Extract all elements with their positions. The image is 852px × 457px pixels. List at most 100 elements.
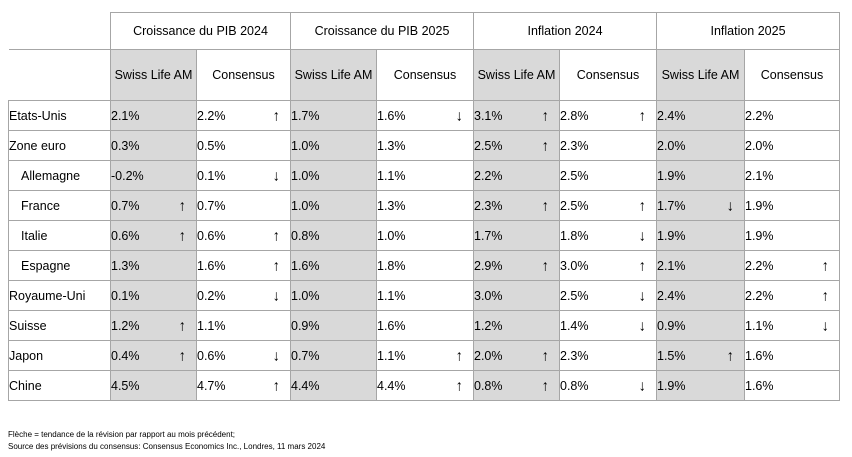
cell-value: 1.3% xyxy=(377,198,406,213)
consensus-value-cell: 1.0% xyxy=(376,220,474,251)
consensus-value-cell: 1.1% xyxy=(196,310,291,341)
cell-value: 2.3% xyxy=(560,348,589,363)
cell-value: 0.8% xyxy=(474,378,503,393)
cell-value: 2.1% xyxy=(111,108,140,123)
cell-value: 2.3% xyxy=(560,138,589,153)
consensus-value-cell: 4.7% ↑ xyxy=(196,370,291,401)
arrow-up-icon: ↑ xyxy=(178,347,187,364)
swisslife-value-cell: -0.2% xyxy=(110,160,197,191)
cell-value: 0.4% xyxy=(111,348,140,363)
cell-value: 1.0% xyxy=(291,288,320,303)
table-row: Japon 0.4% ↑ 0.6% ↓ 0.7% 1.1% ↑ 2.0% ↑ 2.3% 1.5% ↑ 1.… xyxy=(8,340,840,371)
arrow-down-icon: ↓ xyxy=(272,287,281,304)
cell-value: 1.2% xyxy=(111,318,140,333)
swisslife-value-cell: 2.2% xyxy=(473,160,560,191)
arrow-down-icon: ↓ xyxy=(638,287,647,304)
swisslife-value-cell: 0.6% ↑ xyxy=(110,220,197,251)
cell-value: 0.7% xyxy=(197,198,226,213)
swisslife-value-cell: 1.3% xyxy=(110,250,197,281)
consensus-value-cell: 1.6% ↑ xyxy=(196,250,291,281)
cell-value: 1.2% xyxy=(474,318,503,333)
arrow-up-icon: ↑ xyxy=(272,107,281,124)
arrow-down-icon: ↓ xyxy=(821,317,830,334)
consensus-value-cell: 0.6% ↑ xyxy=(196,220,291,251)
consensus-value-cell: 2.2% ↑ xyxy=(744,250,840,281)
cell-value: 4.4% xyxy=(377,378,406,393)
arrow-up-icon: ↑ xyxy=(541,107,550,124)
cell-value: 1.6% xyxy=(197,258,226,273)
country-label: Espagne xyxy=(8,250,111,281)
consensus-value-cell: 2.8% ↑ xyxy=(559,100,657,131)
header-gdp-2024: Croissance du PIB 2024 xyxy=(110,12,291,50)
swisslife-value-cell: 0.1% xyxy=(110,280,197,311)
consensus-value-cell: 2.5% ↓ xyxy=(559,280,657,311)
cell-value: 1.7% xyxy=(474,228,503,243)
cell-value: 1.6% xyxy=(291,258,320,273)
cell-value: 1.1% xyxy=(377,288,406,303)
consensus-value-cell: 0.1% ↓ xyxy=(196,160,291,191)
swisslife-value-cell: 1.9% xyxy=(656,370,745,401)
cell-value: 3.0% xyxy=(474,288,503,303)
cell-value: 0.7% xyxy=(291,348,320,363)
cell-value: 1.9% xyxy=(657,168,686,183)
cell-value: 4.7% xyxy=(197,378,226,393)
consensus-value-cell: 0.8% ↓ xyxy=(559,370,657,401)
swisslife-value-cell: 1.0% xyxy=(290,280,377,311)
arrow-up-icon: ↑ xyxy=(178,317,187,334)
cell-value: 2.0% xyxy=(474,348,503,363)
swisslife-value-cell: 0.3% xyxy=(110,130,197,161)
consensus-value-cell: 1.3% xyxy=(376,130,474,161)
cell-value: 2.2% xyxy=(474,168,503,183)
arrow-up-icon: ↑ xyxy=(541,257,550,274)
cell-value: 0.1% xyxy=(197,168,226,183)
arrow-up-icon: ↑ xyxy=(178,197,187,214)
table-row: Chine 4.5% 4.7% ↑ 4.4% 4.4% ↑ 0.8% ↑ 0.8% ↓ 1.9% 1.6… xyxy=(8,370,840,401)
cell-value: 2.2% xyxy=(745,258,774,273)
cell-value: 2.5% xyxy=(560,198,589,213)
consensus-value-cell: 1.1% xyxy=(376,280,474,311)
consensus-value-cell: 2.2% ↑ xyxy=(196,100,291,131)
header-inflation-2025: Inflation 2025 xyxy=(656,12,840,50)
arrow-down-icon: ↓ xyxy=(638,317,647,334)
swisslife-value-cell: 0.7% ↑ xyxy=(110,190,197,221)
arrow-up-icon: ↑ xyxy=(541,137,550,154)
cell-value: 2.2% xyxy=(197,108,226,123)
swisslife-value-cell: 1.7% xyxy=(473,220,560,251)
country-label: Japon xyxy=(8,340,111,371)
corner-cell xyxy=(8,12,111,50)
arrow-up-icon: ↑ xyxy=(272,227,281,244)
consensus-value-cell: 1.1% xyxy=(376,160,474,191)
swisslife-value-cell: 3.0% xyxy=(473,280,560,311)
subheader-swisslife: Swiss Life AM xyxy=(110,49,197,101)
cell-value: 2.1% xyxy=(657,258,686,273)
table-row: Etats-Unis 2.1% 2.2% ↑ 1.7% 1.6% ↓ 3.1% ↑ 2.8% ↑ 2.… xyxy=(8,100,840,131)
cell-value: 0.9% xyxy=(291,318,320,333)
country-label: Royaume-Uni xyxy=(8,280,111,311)
cell-value: 1.5% xyxy=(657,348,686,363)
arrow-up-icon: ↑ xyxy=(541,377,550,394)
swisslife-value-cell: 1.0% xyxy=(290,160,377,191)
swisslife-value-cell: 1.2% ↑ xyxy=(110,310,197,341)
swisslife-value-cell: 1.9% xyxy=(656,160,745,191)
consensus-value-cell: 1.6% xyxy=(376,310,474,341)
swisslife-value-cell: 2.5% ↑ xyxy=(473,130,560,161)
arrow-up-icon: ↑ xyxy=(821,257,830,274)
cell-value: 2.5% xyxy=(474,138,503,153)
table-row: Royaume-Uni 0.1% 0.2% ↓ 1.0% 1.1% 3.0% 2.5% ↓ 2.4… xyxy=(8,280,840,311)
arrow-down-icon: ↓ xyxy=(638,227,647,244)
swisslife-value-cell: 0.9% xyxy=(656,310,745,341)
cell-value: 1.0% xyxy=(291,168,320,183)
country-label: Suisse xyxy=(8,310,111,341)
arrow-down-icon: ↓ xyxy=(638,377,647,394)
arrow-up-icon: ↑ xyxy=(178,227,187,244)
arrow-down-icon: ↓ xyxy=(726,197,735,214)
cell-value: 2.1% xyxy=(745,168,774,183)
cell-value: 1.6% xyxy=(377,318,406,333)
arrow-up-icon: ↑ xyxy=(455,377,464,394)
cell-value: 1.8% xyxy=(560,228,589,243)
cell-value: 2.0% xyxy=(657,138,686,153)
swisslife-value-cell: 1.0% xyxy=(290,130,377,161)
swisslife-value-cell: 2.4% xyxy=(656,100,745,131)
cell-value: 0.7% xyxy=(111,198,140,213)
subheader-consensus: Consensus xyxy=(559,49,657,101)
